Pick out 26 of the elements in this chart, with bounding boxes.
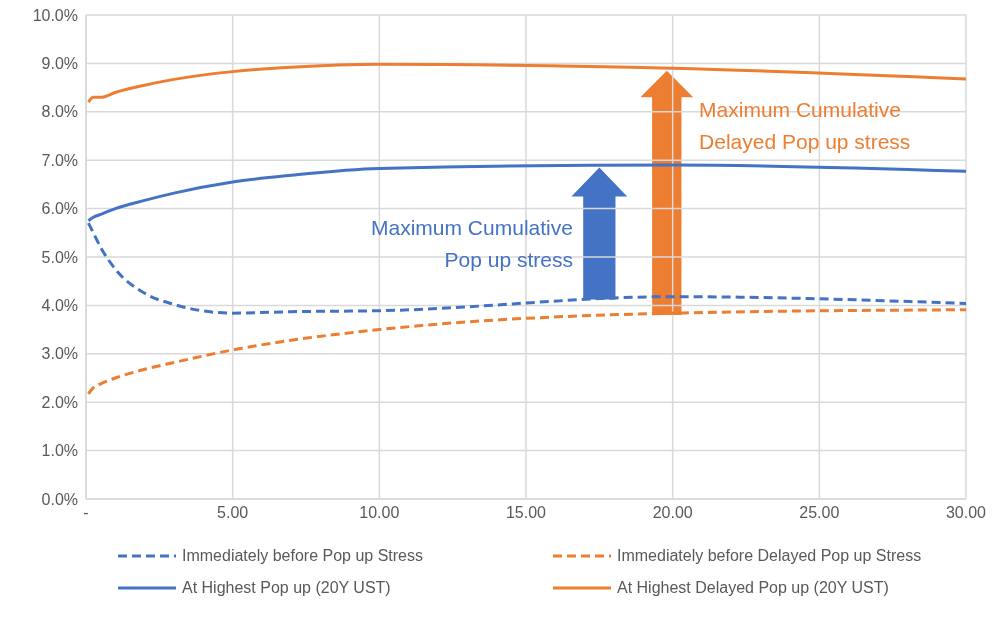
x-tick-label: 20.00 [652,504,693,522]
y-tick-label: 1.0% [41,442,78,460]
y-tick-label: 3.0% [41,345,78,363]
y-tick-label: 7.0% [41,151,78,169]
legend-label: Immediately before Pop up Stress [182,547,424,565]
legend-label: At Highest Delayed Pop up (20Y UST) [617,579,889,597]
y-tick-label: 10.0% [32,6,78,24]
legend-label: At Highest Pop up (20Y UST) [182,579,391,597]
line-series [86,308,966,396]
y-tick-label: 4.0% [41,297,78,315]
x-tick-label: 30.00 [945,504,987,522]
legend-label: Immediately before Delayed Pop up Stress [617,547,922,565]
x-tick-label: 25.00 [799,504,840,522]
y-tick-label: 9.0% [41,55,78,73]
y-tick-label: 8.0% [41,103,78,121]
annotation: Maximum Cumulative Delayed Pop up stress [699,98,911,154]
x-tick-label: 5.00 [217,504,249,522]
line-series [86,62,966,104]
y-tick-label: 0.0% [41,490,78,508]
x-tick-label: 10.00 [359,504,400,522]
annotation: Maximum Cumulative Pop up stress [371,215,573,271]
x-tick-label: - [83,504,89,522]
y-tick-label: 2.0% [41,393,78,411]
y-tick-label: 6.0% [41,200,78,218]
x-tick-label: 15.00 [505,504,547,522]
y-tick-label: 5.0% [41,248,78,266]
